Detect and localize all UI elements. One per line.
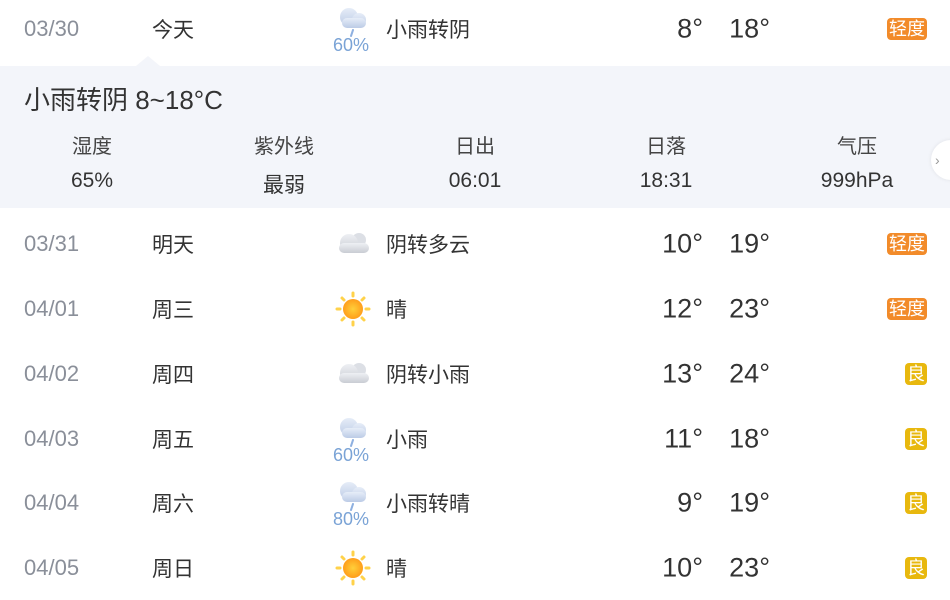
precipitation-probability: 80% [333,509,370,529]
stat-label: 气压 [837,136,877,158]
high-temp: 24° [729,358,770,389]
aqi-badge: 良 [905,428,927,450]
stat-label: 湿度 [72,136,112,158]
light-rain-icon [334,414,372,452]
stat-value: 999hPa [820,169,894,192]
low-temp: 11° [664,423,703,454]
high-temp: 23° [729,293,770,324]
date: 04/02 [24,361,80,386]
date: 04/05 [24,555,80,580]
date: 04/04 [24,490,80,515]
stat-label: 日出 [455,136,495,158]
forecast-row[interactable]: 04/02 周四 阴转小雨 13° 24° 良 [0,342,950,406]
forecast-row[interactable]: 04/03 周五 60% 小雨 11° 18° 良 [0,407,950,471]
forecast-row[interactable]: 04/01 周三 晴 12° 23° 轻度 [0,277,950,341]
panel-pointer [136,56,160,66]
stat-label: 紫外线 [254,136,314,158]
high-temp: 18° [729,423,770,454]
aqi-badge: 良 [905,363,927,385]
next-button[interactable]: › [931,140,950,180]
weekday: 周六 [152,493,194,516]
weather-text: 阴转多云 [386,234,470,257]
detail-stat: 湿度 65% [12,130,172,193]
stat-value: 最弱 [263,174,305,197]
aqi-badge: 轻度 [887,233,927,255]
high-temp: 19° [729,228,770,259]
weekday: 今天 [152,19,194,42]
forecast-row[interactable]: 03/30 今天 60% 小雨转阴 8° 18° 轻度 [0,0,950,61]
aqi-badge: 轻度 [887,298,927,320]
weather-text: 小雨 [386,429,428,452]
stat-value: 65% [70,169,114,192]
detail-stat: 紫外线 最弱 [204,130,364,199]
low-temp: 10° [662,228,703,259]
date: 04/03 [24,426,80,451]
forecast-row[interactable]: 04/05 周日 晴 10° 23° 良 [0,536,950,600]
weekday: 周日 [152,558,194,581]
light-rain-icon [334,4,372,42]
detail-stat: 日出 06:01 [395,130,555,193]
low-temp: 9° [677,487,703,518]
weather-text: 小雨转晴 [386,493,470,516]
low-temp: 13° [662,358,703,389]
weather-text: 晴 [386,558,407,581]
stat-label: 日落 [646,136,686,158]
aqi-badge: 良 [905,492,927,514]
cloudy-icon [334,225,372,263]
weekday: 周三 [152,299,194,322]
weekday: 明天 [152,234,194,257]
low-temp: 12° [662,293,703,324]
date: 03/30 [24,16,80,41]
sunny-icon [334,549,372,587]
stat-value: 06:01 [448,169,502,192]
aqi-badge: 轻度 [887,18,927,40]
weekday: 周四 [152,364,194,387]
high-temp: 19° [729,487,770,518]
sunny-icon [334,290,372,328]
precipitation-probability: 60% [333,35,370,55]
cloudy-icon [334,355,372,393]
forecast-row[interactable]: 04/04 周六 80% 小雨转晴 9° 19° 良 [0,471,950,535]
weather-text: 阴转小雨 [386,364,470,387]
low-temp: 8° [677,13,703,44]
date: 03/31 [24,231,80,256]
stat-value: 18:31 [639,169,693,192]
high-temp: 23° [729,552,770,583]
detail-stat: 日落 18:31 [586,130,746,193]
forecast-row[interactable]: 03/31 明天 阴转多云 10° 19° 轻度 [0,212,950,276]
detail-title: 小雨转阴 8~18°C [24,80,223,117]
precipitation-probability: 60% [333,445,370,465]
high-temp: 18° [729,13,770,44]
detail-title-text: 小雨转阴 8~18°C [24,85,223,115]
day-detail-panel: 小雨转阴 8~18°C 湿度 65% 紫外线最弱 日出 06:01 日落 18:31 气压 99… [0,66,950,208]
low-temp: 10° [662,552,703,583]
date: 04/01 [24,296,80,321]
weather-text: 小雨转阴 [386,19,470,42]
detail-stat: 气压 999hPa [777,130,937,193]
weather-text: 晴 [386,299,407,322]
weekday: 周五 [152,429,194,452]
aqi-badge: 良 [905,557,927,579]
light-rain-icon [334,478,372,516]
